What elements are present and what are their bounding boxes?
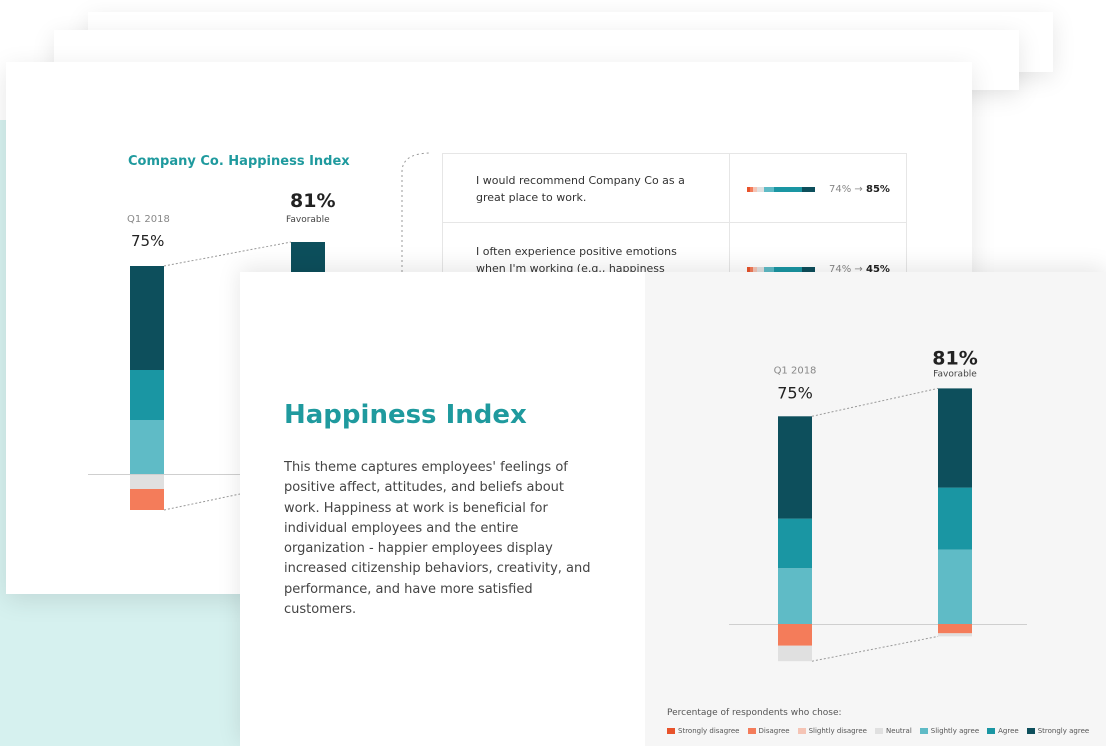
legend-item: Strongly agree	[1026, 727, 1090, 735]
score-change: 74% → 45%	[829, 264, 890, 275]
bar-value-label: 75%	[777, 383, 813, 402]
slide-title: Happiness Index	[284, 400, 527, 430]
bar-segment-slightly-agree	[778, 568, 812, 624]
legend-item: Neutral	[874, 727, 912, 735]
legend-swatch	[874, 728, 883, 734]
legend-item: Slightly agree	[919, 727, 980, 735]
bar-segment-strongly-agree	[938, 388, 972, 488]
happiness-chart: Q1 2018 75% 81%Favorable	[729, 347, 1027, 662]
legend-swatch	[797, 728, 806, 734]
chart-legend: Strongly disagree Disagree Slightly disagr…	[667, 727, 1097, 735]
category-label: Favorable	[933, 369, 977, 379]
bar-strongly-agree	[130, 266, 164, 370]
score-change: 74% → 85%	[829, 184, 890, 195]
distribution-bar	[747, 267, 815, 272]
slide-title: Company Co. Happiness Index	[128, 154, 350, 169]
bar-disagree	[130, 489, 164, 510]
legend-item: Strongly disagree	[667, 727, 740, 735]
current-label: Favorable	[286, 215, 330, 225]
legend-label: Agree	[998, 727, 1019, 735]
legend-swatch	[667, 728, 675, 734]
legend-label: Slightly agree	[930, 727, 980, 735]
legend-swatch	[1026, 728, 1035, 734]
column-divider	[729, 154, 730, 222]
legend-title: Percentage of respondents who chose:	[667, 708, 842, 718]
bar-segment-strongly-agree	[778, 416, 812, 519]
question-text: I would recommend Company Co as a great …	[476, 174, 685, 204]
legend-swatch	[747, 728, 756, 734]
connector-line	[811, 635, 939, 662]
bar-segment-slightly-agree	[938, 549, 972, 624]
distribution-bar	[747, 187, 815, 192]
legend-swatch	[919, 728, 928, 734]
legend-label: Slightly disagree	[808, 727, 867, 735]
bar-segment-neutral	[938, 633, 972, 637]
q1-label: Q1 2018	[127, 214, 170, 225]
legend-label: Disagree	[758, 727, 790, 735]
legend-label: Strongly agree	[1037, 727, 1090, 735]
legend-label: Neutral	[885, 727, 912, 735]
bar-slightly-agree	[130, 420, 164, 475]
slide-description: This theme captures employees' feelings …	[284, 460, 591, 618]
bar-segment-disagree	[778, 624, 812, 646]
connector-lines	[163, 152, 432, 511]
legend-item: Agree	[987, 727, 1019, 735]
column-divider	[729, 223, 730, 284]
legend-label: Strongly disagree	[678, 727, 740, 735]
table-row: I would recommend Company Co as a great …	[443, 154, 906, 223]
legend-item: Slightly disagree	[797, 727, 867, 735]
bar-value-label: 81%	[932, 347, 977, 369]
connector-line	[811, 387, 939, 417]
question-table: I would recommend Company Co as a great …	[442, 153, 907, 284]
chart-panel	[645, 272, 1106, 746]
bar-segment-agree	[778, 518, 812, 569]
category-label: Q1 2018	[774, 365, 817, 376]
bar-agree	[130, 370, 164, 420]
axis-line	[88, 474, 248, 475]
bar-segment-agree	[938, 487, 972, 550]
bar-segment-neutral	[778, 645, 812, 662]
question-text: I often experience positive emotions whe…	[476, 245, 677, 275]
current-value: 81%	[290, 190, 336, 212]
legend-swatch	[987, 728, 996, 734]
bar-neutral	[130, 475, 164, 489]
happiness-index-slide: Happiness Index This theme captures empl…	[240, 272, 1106, 746]
q1-value: 75%	[131, 232, 165, 250]
legend-item: Disagree	[747, 727, 790, 735]
table-row: I often experience positive emotions whe…	[443, 223, 906, 284]
bar-segment-disagree	[938, 624, 972, 634]
